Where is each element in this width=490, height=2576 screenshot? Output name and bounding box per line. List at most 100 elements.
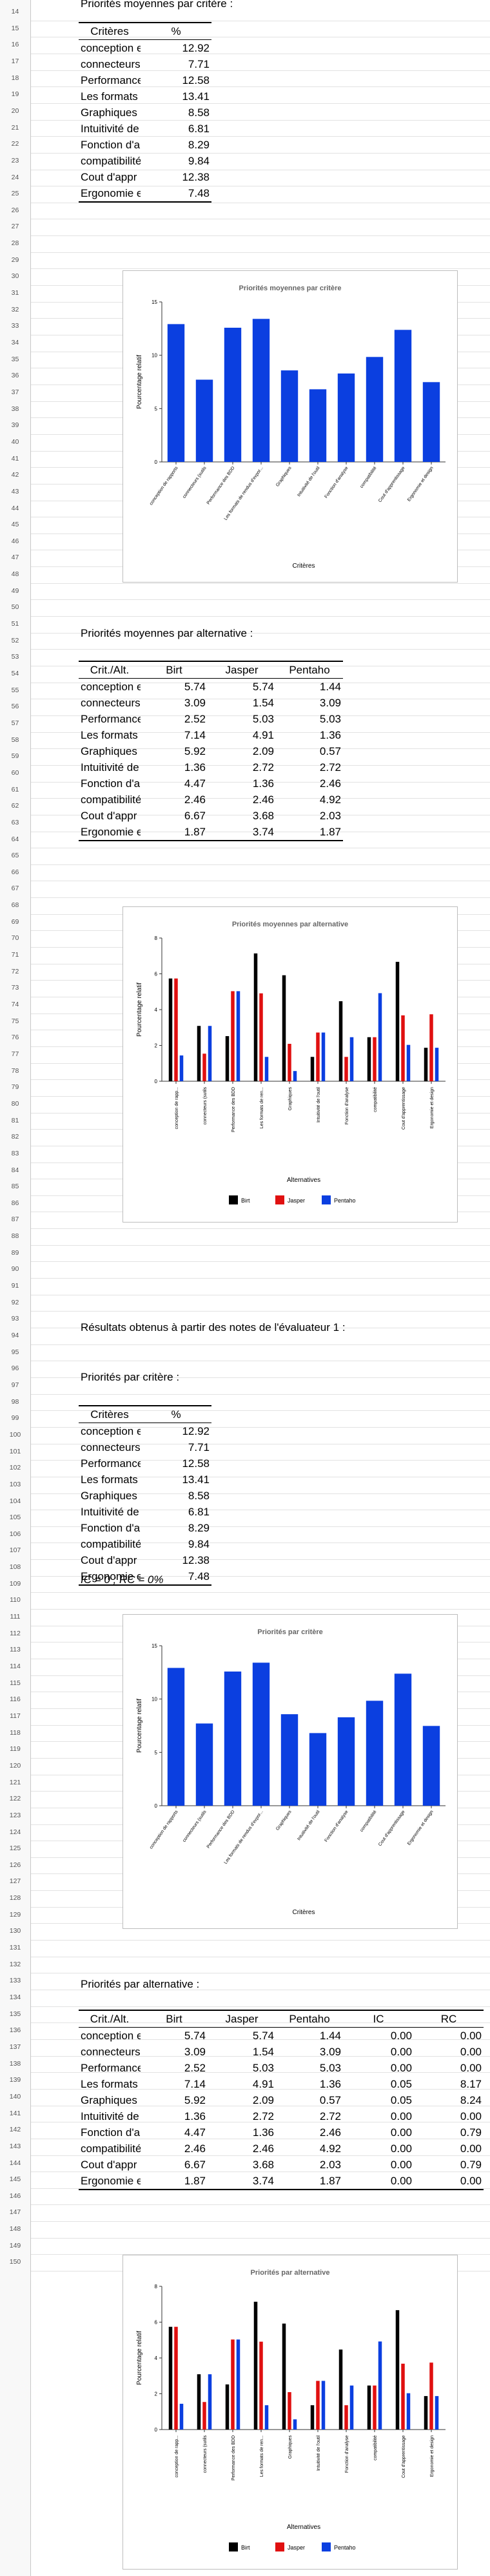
row-number[interactable]: 22 [11,140,19,148]
value-cell[interactable]: 3.68 [252,2159,274,2171]
row-number[interactable]: 69 [11,917,19,926]
row-number[interactable]: 100 [9,1430,21,1439]
row-label-cell[interactable]: Performance [81,2062,141,2074]
row-number[interactable]: 102 [9,1464,21,1472]
row-number[interactable]: 127 [9,1877,21,1886]
value-cell[interactable]: 2.03 [319,810,341,822]
value-cell[interactable]: 2.46 [252,2142,274,2155]
row-number[interactable]: 56 [11,703,19,711]
row-number[interactable]: 30 [11,272,19,281]
value-cell[interactable]: 3.09 [184,697,206,709]
row-number[interactable]: 59 [11,752,19,761]
row-number[interactable]: 72 [11,967,19,975]
value-cell[interactable]: 0.05 [390,2094,412,2106]
row-number[interactable]: 31 [11,289,19,297]
row-label-cell[interactable]: Fonction d'a [81,2126,141,2139]
column-header[interactable]: Crit./Alt. [79,661,141,679]
value-cell[interactable]: 6.67 [184,810,206,822]
value-cell[interactable]: 3.74 [208,2173,276,2190]
value-cell[interactable]: 7.14 [184,2078,206,2090]
row-number[interactable]: 15 [11,24,19,32]
row-number[interactable]: 138 [9,2059,21,2068]
row-number[interactable]: 73 [11,984,19,992]
row-label-cell[interactable]: Les formats [81,1473,138,1486]
column-header[interactable]: Critères [79,22,141,40]
value-cell[interactable]: 3.09 [319,2046,341,2058]
row-number[interactable]: 41 [11,454,19,463]
column-header[interactable]: Jasper [208,661,276,679]
row-number[interactable]: 17 [11,57,19,65]
row-number[interactable]: 60 [11,768,19,777]
row-number[interactable]: 132 [9,1960,21,1968]
row-number[interactable]: 143 [9,2142,21,2150]
value-cell[interactable]: 12.58 [182,1457,210,1470]
value-cell[interactable]: 2.46 [319,777,341,790]
column-header[interactable]: Crit./Alt. [79,2010,141,2028]
row-number[interactable]: 120 [9,1761,21,1770]
value-cell[interactable]: 2.09 [252,745,274,757]
row-number[interactable]: 123 [9,1811,21,1819]
row-number[interactable]: 26 [11,206,19,214]
value-cell[interactable]: 5.92 [184,2094,206,2106]
value-cell[interactable]: 0.00 [460,2110,482,2122]
row-number[interactable]: 114 [10,1662,21,1670]
value-cell[interactable]: 2.46 [252,794,274,806]
row-number[interactable]: 55 [11,686,19,694]
row-number[interactable]: 144 [9,2159,21,2167]
value-cell[interactable]: 5.74 [252,2030,274,2042]
value-cell[interactable]: 1.36 [252,777,274,790]
column-header[interactable]: Jasper [208,2010,276,2028]
value-cell[interactable]: 7.71 [188,1441,210,1453]
row-number[interactable]: 67 [11,884,19,893]
value-cell[interactable]: 0.05 [390,2078,412,2090]
row-number[interactable]: 150 [9,2258,21,2266]
row-label-cell[interactable]: compatibilité [81,2142,141,2155]
value-cell[interactable]: 13.41 [182,1473,210,1486]
row-number[interactable]: 83 [11,1149,19,1157]
value-cell[interactable]: 4.92 [319,2142,341,2155]
row-number[interactable]: 146 [9,2192,21,2200]
row-label-cell[interactable]: Intuitivité de [81,2110,139,2122]
row-number[interactable]: 42 [11,471,19,479]
value-cell[interactable]: 8.17 [460,2078,482,2090]
row-label-cell[interactable]: Intuitivité de [81,1506,139,1518]
row-number[interactable]: 64 [11,835,19,843]
row-number[interactable]: 19 [11,90,19,99]
row-number[interactable]: 24 [11,173,19,181]
value-cell[interactable]: 12.92 [182,42,210,54]
row-label-cell[interactable]: Fonction d'a [81,1522,141,1534]
row-number[interactable]: 70 [11,934,19,943]
row-number[interactable]: 135 [9,2010,21,2018]
value-cell[interactable]: 8.58 [188,106,210,119]
row-number[interactable]: 45 [11,521,19,529]
row-number[interactable]: 95 [11,1348,19,1356]
value-cell[interactable]: 1.54 [252,697,274,709]
row-number[interactable]: 99 [11,1414,19,1423]
row-number[interactable]: 28 [11,239,19,248]
row-number[interactable]: 125 [9,1844,21,1853]
row-number[interactable]: 116 [10,1695,21,1704]
value-cell[interactable]: 4.47 [184,2126,206,2139]
column-header[interactable]: Critères [79,1405,141,1423]
row-number[interactable]: 48 [11,570,19,579]
value-cell[interactable]: 4.92 [319,794,341,806]
row-number[interactable]: 101 [9,1447,21,1455]
value-cell[interactable]: 1.36 [319,729,341,741]
row-number[interactable]: 148 [9,2225,21,2233]
value-cell[interactable]: 4.47 [184,777,206,790]
value-cell[interactable]: 5.03 [252,713,274,725]
value-cell[interactable]: 4.91 [252,729,274,741]
value-cell[interactable]: 5.74 [252,681,274,693]
value-cell[interactable]: 6.81 [188,1506,210,1518]
value-cell[interactable]: 1.44 [319,681,341,693]
value-cell[interactable]: 0.57 [319,745,341,757]
row-number[interactable]: 39 [11,421,19,430]
row-number[interactable]: 75 [11,1017,19,1025]
row-number[interactable]: 37 [11,388,19,396]
value-cell[interactable]: 0.00 [460,2062,482,2074]
value-cell[interactable]: 7.71 [188,58,210,70]
row-number[interactable]: 108 [9,1563,21,1572]
column-header[interactable]: % [141,1405,211,1423]
value-cell[interactable]: 5.92 [184,745,206,757]
value-cell[interactable]: 0.00 [390,2159,412,2171]
